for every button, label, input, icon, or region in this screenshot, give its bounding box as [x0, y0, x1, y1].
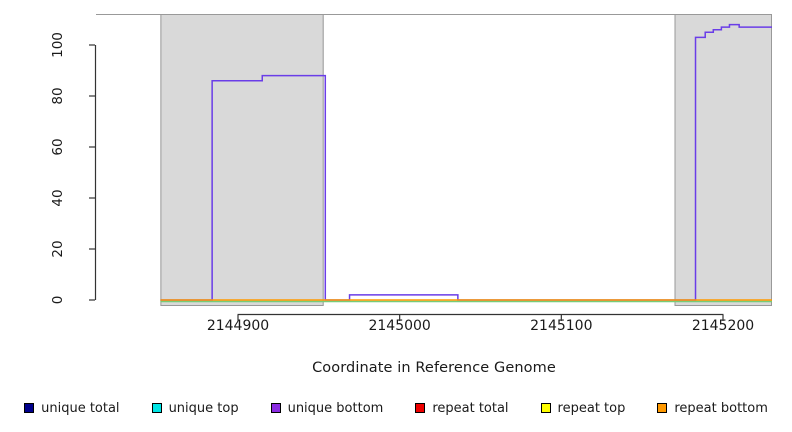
legend-swatch-icon — [657, 403, 668, 413]
shaded-repeat-region-0 — [160, 14, 324, 306]
legend-label: unique top — [168, 400, 239, 416]
legend-item[interactable]: repeat top — [540, 400, 626, 416]
x-tick-label: 2145000 — [368, 318, 431, 334]
legend-swatch-icon — [540, 403, 551, 413]
x-axis-label: Coordinate in Reference Genome — [312, 360, 556, 376]
legend-item[interactable]: unique bottom — [270, 400, 384, 416]
legend-label: unique bottom — [287, 400, 384, 416]
legend-item[interactable]: unique top — [151, 400, 239, 416]
legend-item[interactable]: unique total — [24, 400, 120, 416]
x-tick-label: 2145100 — [530, 318, 593, 334]
x-tick-label: 2144900 — [206, 318, 270, 334]
legend-item[interactable]: repeat bottom — [657, 401, 768, 416]
legend-label: repeat bottom — [674, 400, 768, 416]
legend-swatch-icon — [415, 403, 426, 413]
legend-label: unique total — [41, 400, 120, 416]
legend-label: repeat top — [557, 400, 626, 416]
shaded-repeat-region-1 — [674, 14, 772, 306]
x-tick-label: 2145200 — [691, 318, 755, 334]
legend-swatch-icon — [151, 403, 162, 413]
legend-label: repeat total — [432, 400, 509, 416]
series-unique-bottom — [160, 23, 772, 301]
legend-swatch-icon — [270, 403, 281, 413]
legend-item[interactable]: repeat total — [415, 400, 509, 416]
legend-swatch-icon — [24, 403, 35, 413]
chart-legend: unique total unique top unique bottom repea… — [0, 396, 792, 420]
